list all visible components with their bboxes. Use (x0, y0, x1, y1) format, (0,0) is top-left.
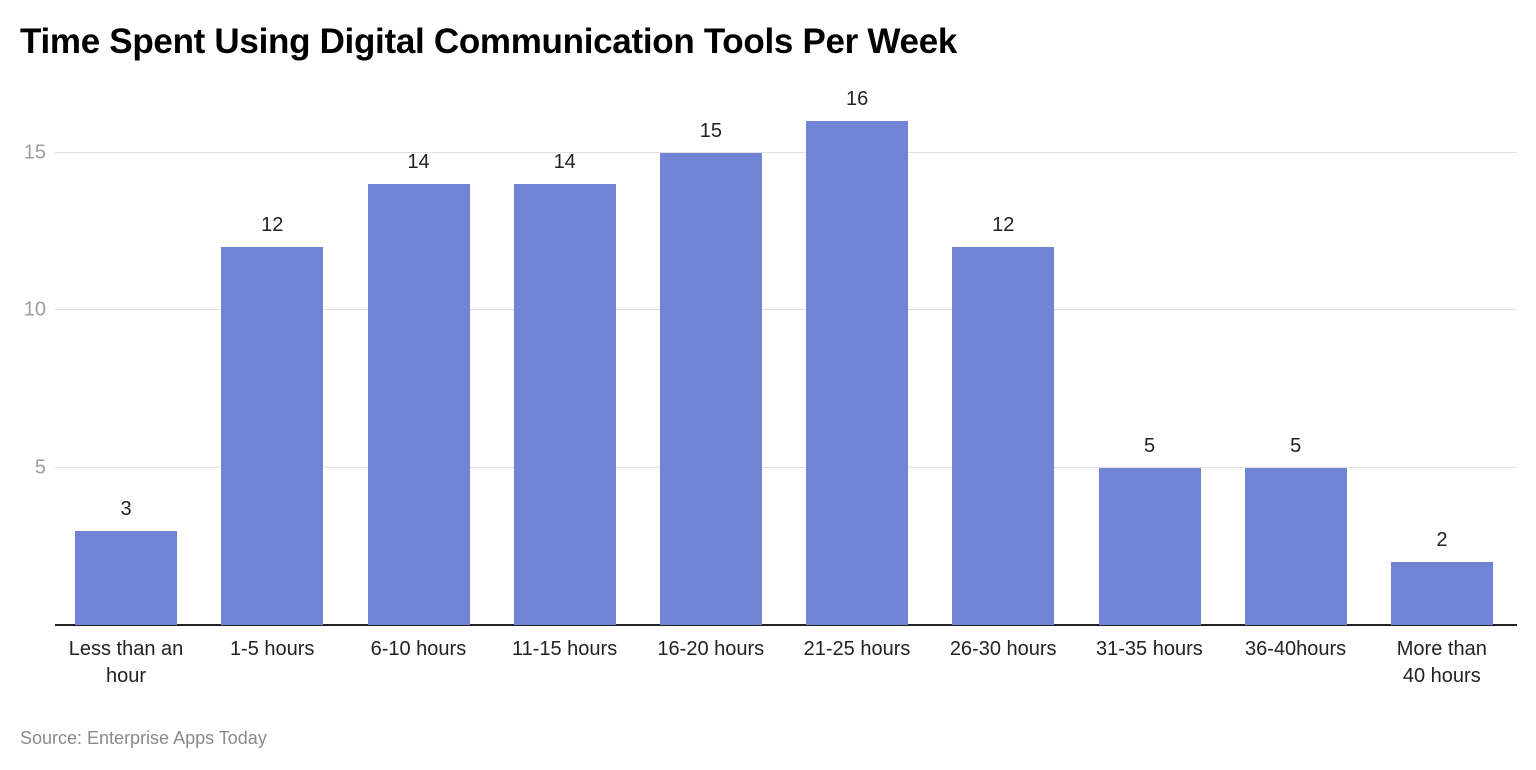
gridline-15 (55, 151, 1517, 153)
bar[interactable] (1390, 562, 1493, 625)
bar-value-label: 15 (699, 119, 723, 142)
x-axis-line (55, 624, 1517, 626)
chart-title: Time Spent Using Digital Communication T… (20, 22, 958, 61)
bar-value-label: 16 (845, 88, 869, 110)
x-tick-label: 26-30 hours (930, 636, 1076, 663)
x-tick-label: 31-35 hours (1076, 636, 1222, 663)
x-tick-label: 6-10 hours (345, 636, 491, 663)
x-tick-label-line: hour (105, 665, 147, 687)
x-tick-label: 16-20 hours (638, 636, 784, 663)
y-tick-label: 15 (23, 141, 46, 163)
bar[interactable] (806, 121, 909, 625)
x-tick-label: 11-15 hours (492, 636, 638, 663)
x-tick-label: Less than an hour (53, 636, 199, 690)
bar[interactable] (75, 530, 178, 625)
x-tick-label-line: 36-40hours (1245, 638, 1347, 660)
bar-value-label: 14 (553, 151, 576, 173)
source-note: Source: Enterprise Apps Today (20, 728, 267, 748)
x-tick-label: More than 40 hours (1369, 636, 1515, 690)
bar-value-label: 12 (992, 214, 1015, 236)
bar[interactable] (1244, 467, 1347, 625)
plot-area: 3 12 14 14 15 16 12 5 5 2 (55, 88, 1517, 626)
x-tick-label-line: 11-15 hours (511, 638, 618, 660)
x-tick-label-line: 1-5 hours (229, 638, 315, 660)
bar-value-label: 3 (120, 497, 132, 520)
x-tick-label-line: 21-25 hours (803, 638, 911, 660)
bar-value-label: 5 (1290, 434, 1302, 457)
x-tick-label-line: 31-35 hours (1096, 638, 1203, 660)
bar-value-label: 12 (261, 214, 284, 236)
x-tick-label-line: 6-10 hours (370, 638, 467, 660)
bar-value-label: 14 (407, 151, 430, 173)
bar-value-label: 5 (1143, 434, 1156, 457)
x-tick-label-line: More than (1396, 638, 1487, 660)
bar[interactable] (367, 184, 470, 625)
gridline-10 (55, 309, 1517, 310)
x-tick-label: 36-40hours (1223, 636, 1369, 663)
gridline-5 (55, 466, 1517, 468)
x-tick-label-line: 40 hours (1402, 665, 1481, 687)
bar-value-label: 2 (1436, 529, 1448, 551)
bar[interactable] (952, 247, 1055, 625)
x-tick-label: 1-5 hours (199, 636, 345, 663)
x-tick-label: 21-25 hours (784, 636, 930, 663)
bar[interactable] (1098, 467, 1201, 625)
x-tick-label-line: Less than an (68, 638, 184, 660)
x-tick-label-line: 16-20 hours (657, 638, 765, 660)
y-tick-label: 10 (23, 298, 46, 321)
x-tick-label-line: 26-30 hours (949, 638, 1057, 660)
bar[interactable] (221, 247, 324, 625)
y-tick-label: 5 (34, 456, 46, 478)
bar[interactable] (659, 152, 762, 625)
bar[interactable] (513, 184, 616, 625)
